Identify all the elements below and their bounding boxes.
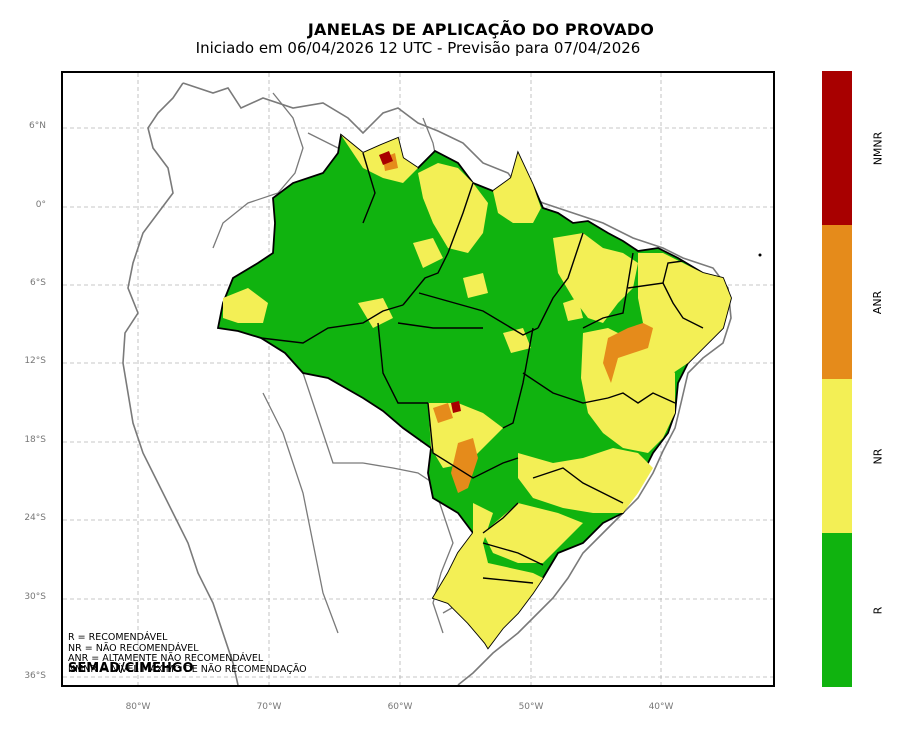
lat-tick: 24°S <box>24 513 46 523</box>
lat-tick: 12°S <box>24 356 46 366</box>
lon-tick: 80°W <box>125 702 151 712</box>
colorbar-label-nmnr: NMNR <box>871 131 885 165</box>
legend-line: NMNR = NÍVEL MÁXIMO DE NÃO RECOMENDAÇÃO <box>68 663 307 675</box>
lon-tick: 40°W <box>648 702 674 712</box>
state-borders <box>260 152 704 584</box>
colorbar <box>822 71 852 687</box>
lon-tick: 70°W <box>256 702 282 712</box>
colorbar-swatch-nr <box>822 379 852 533</box>
anr-areas <box>383 153 653 493</box>
lat-tick: 6°S <box>30 278 46 288</box>
lat-tick: 30°S <box>24 592 46 602</box>
credit-label: SEMAD/CIMEHGO <box>68 661 194 676</box>
colorbar-swatch-nmnr <box>822 71 852 225</box>
south-america-coastline <box>122 82 732 685</box>
map-subtitle: Iniciado em 06/04/2026 12 UTC - Previsão… <box>195 39 641 57</box>
legend-line: R = RECOMENDÁVEL <box>68 632 168 643</box>
map-canvas <box>63 73 773 685</box>
lat-tick: 18°S <box>24 435 46 445</box>
legend-line: ANR = ALTAMENTE NÃO RECOMENDÁVEL <box>68 653 264 664</box>
atlantic-island-marker <box>758 253 762 257</box>
nmnr-areas <box>379 151 461 413</box>
colorbar-label-r: R <box>871 606 885 614</box>
lon-tick: 60°W <box>387 702 413 712</box>
legend-line: NR = NÃO RECOMENDÁVEL <box>68 642 199 654</box>
colorbar-label-nr: NR <box>871 448 885 464</box>
colorbar-label-anr: ANR <box>871 290 885 314</box>
lat-tick: 0° <box>35 200 46 210</box>
legend-text: R = RECOMENDÁVEL NR = NÃO RECOMENDÁVEL A… <box>68 632 307 675</box>
lat-tick: 36°S <box>24 671 46 681</box>
colorbar-swatch-anr <box>822 225 852 379</box>
nr-areas <box>223 135 731 648</box>
map-panel <box>61 71 775 687</box>
map-title: JANELAS DE APLICAÇÃO DO PROVADO <box>307 20 655 39</box>
lat-tick: 6°N <box>29 121 46 131</box>
colorbar-swatch-r <box>822 533 852 687</box>
lon-tick: 50°W <box>518 702 544 712</box>
